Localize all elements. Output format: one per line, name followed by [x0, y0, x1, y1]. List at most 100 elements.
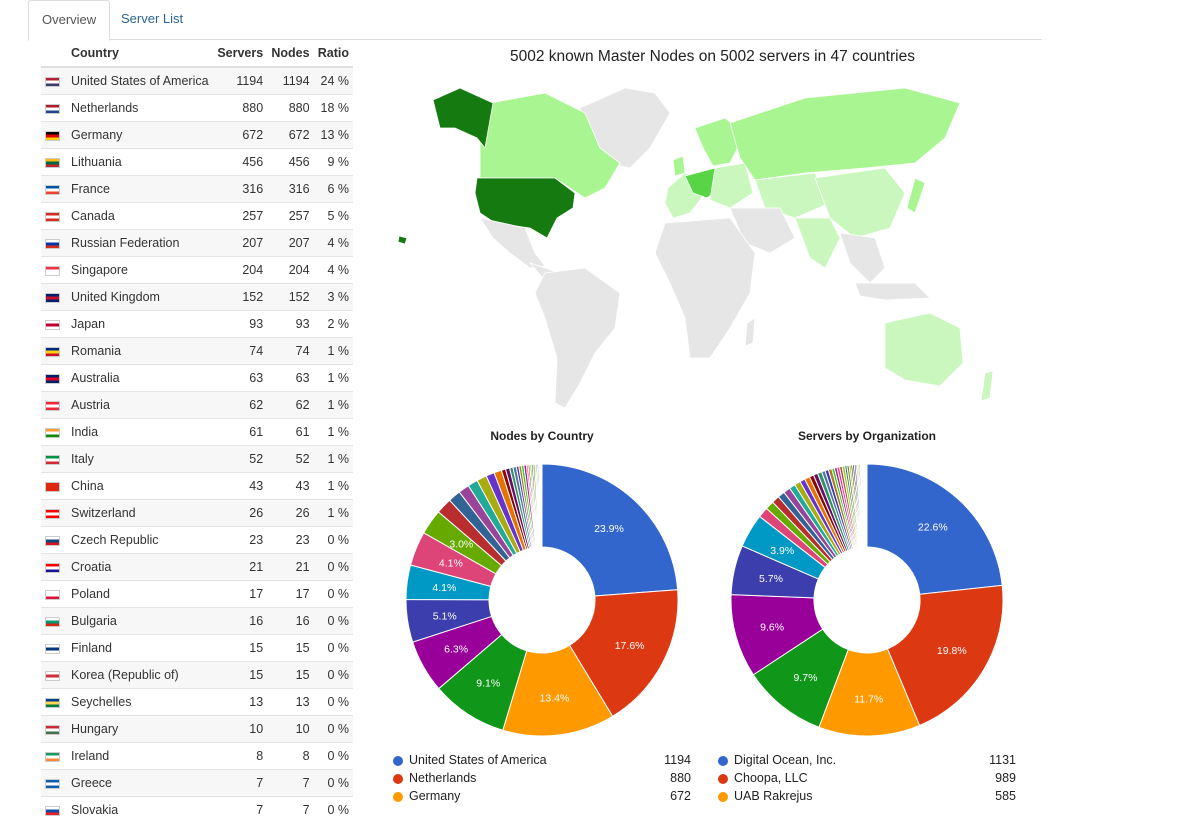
- ratio-value: 0 %: [314, 635, 353, 662]
- country-name: Croatia: [67, 554, 213, 581]
- country-name: Russian Federation: [67, 230, 213, 257]
- country-flag-cell: [41, 419, 67, 446]
- map-russia[interactable]: [730, 88, 960, 180]
- nodes-count: 23: [267, 527, 313, 554]
- map-indonesia[interactable]: [855, 283, 930, 300]
- country-name: China: [67, 473, 213, 500]
- world-map[interactable]: [385, 68, 1040, 423]
- country-name: Australia: [67, 365, 213, 392]
- country-flag-cell: [41, 284, 67, 311]
- tab-overview[interactable]: Overview: [28, 0, 110, 41]
- ratio-value: 0 %: [314, 581, 353, 608]
- map-new-zealand[interactable]: [981, 371, 993, 401]
- nodes-count: 880: [267, 95, 313, 122]
- map-india[interactable]: [795, 218, 840, 268]
- servers-count: 1194: [213, 67, 267, 95]
- nodes-count: 15: [267, 635, 313, 662]
- pie-slice[interactable]: [866, 464, 867, 547]
- country-flag-cell: [41, 311, 67, 338]
- map-japan[interactable]: [907, 178, 925, 213]
- servers-count: 15: [213, 635, 267, 662]
- nodes-count: 257: [267, 203, 313, 230]
- tab-server-list[interactable]: Server List: [108, 0, 196, 38]
- nodes-count: 152: [267, 284, 313, 311]
- country-flag-icon: [45, 563, 60, 573]
- ratio-value: 6 %: [314, 176, 353, 203]
- ratio-value: 4 %: [314, 257, 353, 284]
- country-column-header[interactable]: Country: [67, 40, 213, 67]
- ratio-value: 0 %: [314, 689, 353, 716]
- map-madagascar[interactable]: [745, 318, 755, 346]
- ratio-value: 1 %: [314, 446, 353, 473]
- country-flag-cell: [41, 635, 67, 662]
- map-hawaii[interactable]: [398, 236, 407, 244]
- country-name: Romania: [67, 338, 213, 365]
- country-flag-cell: [41, 473, 67, 500]
- ratio-column-header[interactable]: Ratio: [314, 40, 353, 67]
- legend-label: Choopa, LLC: [734, 771, 808, 785]
- ratio-value: 18 %: [314, 95, 353, 122]
- map-southeast-asia[interactable]: [840, 233, 885, 283]
- servers-by-organization-chart[interactable]: 22.6%19.8%11.7%9.7%9.6%5.7%3.9%: [722, 455, 1012, 745]
- map-uk[interactable]: [673, 156, 685, 176]
- country-name: United States of America: [67, 67, 213, 95]
- country-flag-icon: [45, 671, 60, 681]
- map-africa[interactable]: [655, 218, 755, 358]
- pie-slice-label: 11.7%: [854, 693, 883, 705]
- country-flag-icon: [45, 725, 60, 735]
- country-flag-cell: [41, 500, 67, 527]
- ratio-value: 2 %: [314, 311, 353, 338]
- map-australia[interactable]: [885, 313, 963, 386]
- map-eastern-europe[interactable]: [710, 163, 753, 208]
- legend-item[interactable]: Digital Ocean, Inc.1131: [718, 751, 1016, 769]
- country-flag-cell: [41, 554, 67, 581]
- country-flag-icon: [45, 104, 60, 114]
- map-alaska[interactable]: [433, 88, 493, 148]
- servers-count: 63: [213, 365, 267, 392]
- map-south-america[interactable]: [535, 268, 620, 408]
- ratio-value: 5 %: [314, 203, 353, 230]
- pie-slice-label: 5.1%: [433, 610, 457, 622]
- servers-column-header[interactable]: Servers: [213, 40, 267, 67]
- servers-count: 204: [213, 257, 267, 284]
- pie-slice[interactable]: [541, 464, 542, 547]
- nodes-by-country-chart[interactable]: 23.9%17.6%13.4%9.1%6.3%5.1%4.1%4.1%3.0%: [397, 455, 687, 745]
- nodes-column-header[interactable]: Nodes: [267, 40, 313, 67]
- country-flag-icon: [45, 752, 60, 762]
- legend-dot-icon: [393, 792, 403, 802]
